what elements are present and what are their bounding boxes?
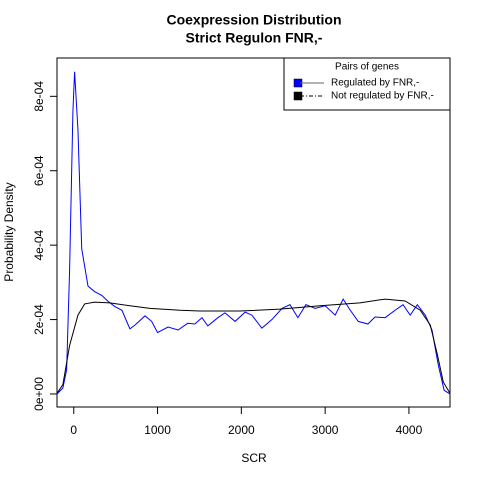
y-axis-label: Probability Density [2, 182, 16, 281]
x-tick-label: 2000 [228, 423, 255, 437]
x-axis-label: SCR [241, 451, 267, 465]
y-tick-label: 2e-04 [32, 304, 46, 335]
plot-frame [56, 57, 451, 408]
legend-box [283, 57, 451, 111]
legend-label: Not regulated by FNR,- [331, 91, 434, 102]
x-tick-label: 4000 [396, 423, 423, 437]
chart-title: Coexpression Distribution [166, 12, 341, 28]
chart-subtitle: Strict Regulon FNR,- [186, 30, 323, 46]
legend-label: Regulated by FNR,- [331, 78, 419, 89]
y-tick-label: 8e-04 [32, 81, 46, 112]
y-tick-label: 6e-04 [32, 155, 46, 186]
x-tick-label: 0 [70, 423, 77, 437]
series-line [56, 71, 451, 395]
y-tick-label: 0e+00 [32, 377, 46, 411]
y-tick-label: 4e-04 [32, 229, 46, 260]
x-tick-label: 3000 [312, 423, 339, 437]
x-tick-label: 1000 [144, 423, 171, 437]
series-line [56, 298, 451, 394]
legend-title: Pairs of genes [335, 62, 399, 73]
